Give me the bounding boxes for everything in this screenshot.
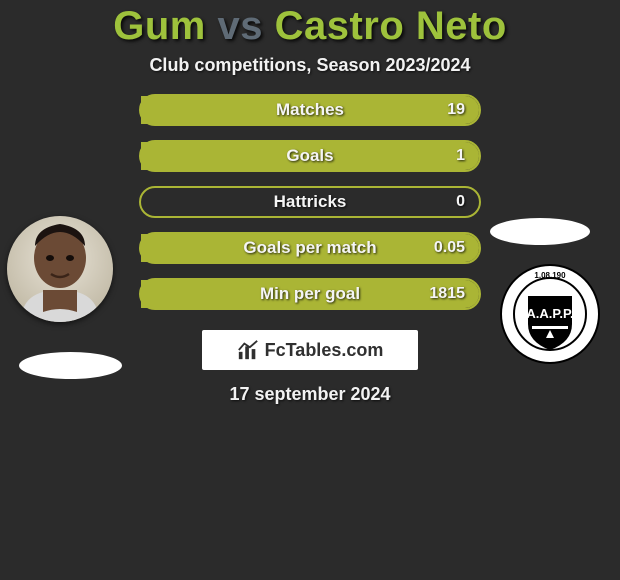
- player2-avatar-placeholder: [490, 218, 590, 245]
- brand-box[interactable]: FcTables.com: [202, 330, 418, 370]
- subtitle: Club competitions, Season 2023/2024: [0, 55, 620, 76]
- stat-label: Goals: [286, 146, 333, 166]
- stat-value-right: 1: [456, 147, 465, 165]
- stat-label: Matches: [276, 100, 344, 120]
- player1-name: Gum: [113, 4, 206, 48]
- club-badge-svg: 1.08.190 A.A.P.P.: [500, 264, 600, 364]
- vs-label: vs: [217, 4, 263, 48]
- stat-row: Goals 1: [139, 140, 481, 172]
- stat-label: Min per goal: [260, 284, 360, 304]
- player1-avatar: [7, 216, 113, 322]
- stat-row: Goals per match 0.05: [139, 232, 481, 264]
- player1-club-placeholder: [19, 352, 122, 379]
- svg-text:A.A.P.P.: A.A.P.P.: [526, 306, 573, 321]
- stat-value-right: 0.05: [434, 239, 465, 257]
- player1-avatar-svg: [7, 216, 113, 322]
- stage: 1.08.190 A.A.P.P. Matches 19 Goals 1 Hattric…: [0, 94, 620, 405]
- stat-row: Matches 19: [139, 94, 481, 126]
- stat-label: Goals per match: [243, 238, 376, 258]
- svg-text:1.08.190: 1.08.190: [534, 271, 566, 280]
- stat-row: Hattricks 0: [139, 186, 481, 218]
- stat-value-right: 19: [447, 101, 465, 119]
- player2-name: Castro Neto: [275, 4, 507, 48]
- brand-chart-icon: [237, 339, 259, 361]
- stat-value-right: 0: [456, 193, 465, 211]
- date-text: 17 september 2024: [0, 384, 620, 405]
- brand-text: FcTables.com: [265, 340, 384, 361]
- stat-label: Hattricks: [274, 192, 347, 212]
- stat-value-right: 1815: [429, 285, 465, 303]
- stat-row: Min per goal 1815: [139, 278, 481, 310]
- comparison-title: Gum vs Castro Neto: [0, 4, 620, 49]
- player2-club-badge: 1.08.190 A.A.P.P.: [500, 264, 600, 364]
